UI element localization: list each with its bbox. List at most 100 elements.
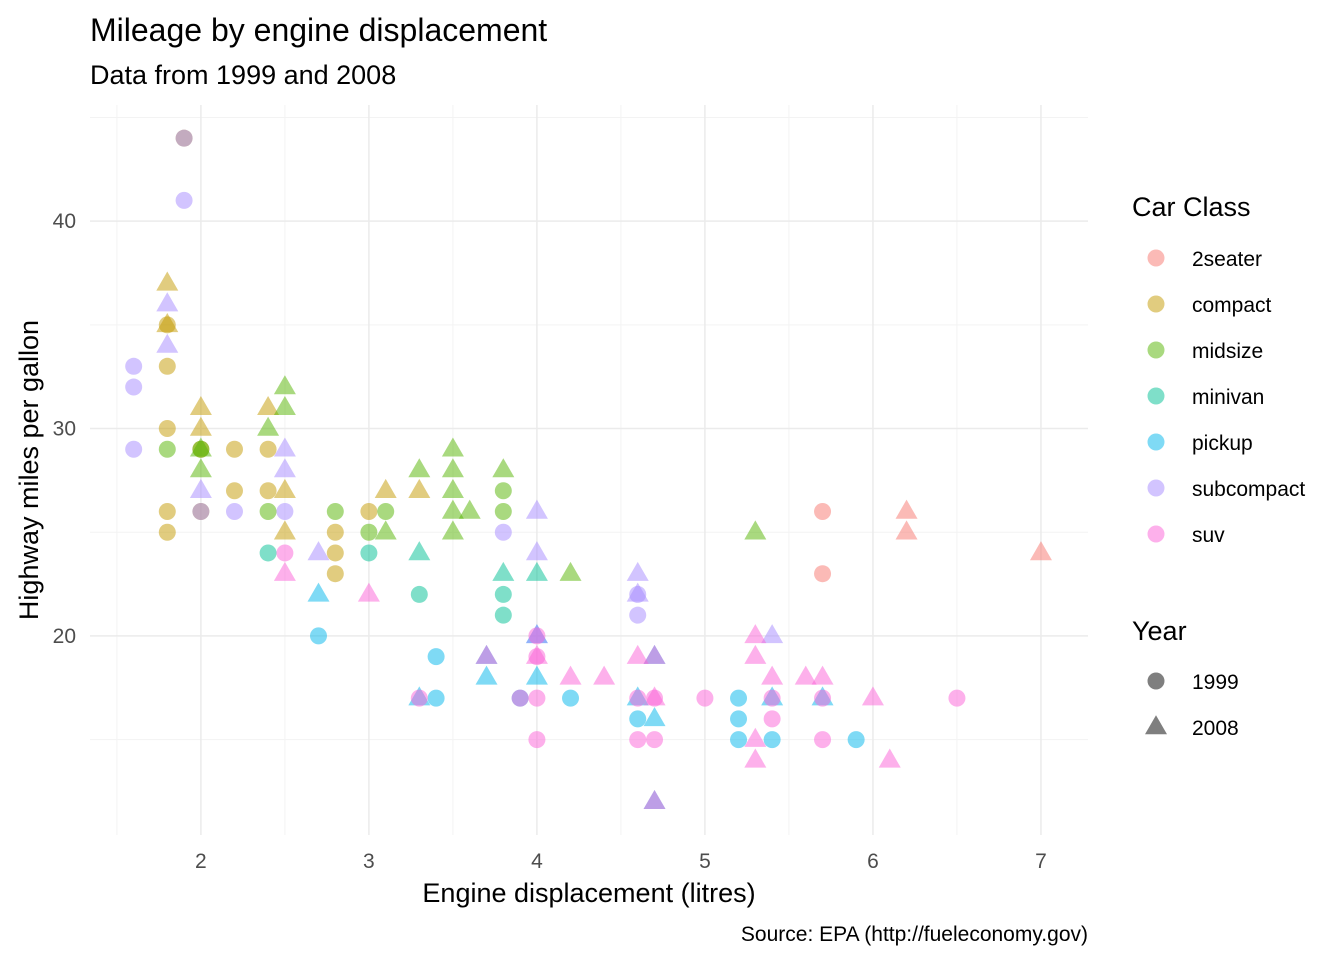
point-compact-1999 [158,523,176,541]
legend-label: minivan [1192,386,1264,409]
legend-circle-icon [1147,672,1165,690]
point-suv-1999 [528,689,546,707]
point-suv-1999 [763,689,781,707]
point-subcompact-2008 [273,458,296,478]
point-pickup-2008 [525,665,548,685]
shape-legend: Year 1999 2008 [1132,616,1239,740]
point-compact-1999 [326,523,344,541]
point-suv-1999 [646,731,664,749]
x-tick-label: 7 [1035,850,1047,873]
point-minivan-1999 [494,606,512,624]
legend-label: 2seater [1192,248,1262,271]
point-suv-1999 [528,731,546,749]
color-legend: Car Class 2seater compact midsize minivan pi… [1132,192,1305,547]
x-tick-label: 4 [531,850,543,873]
point-suv-1999 [629,731,647,749]
point-suv-2008 [559,665,582,685]
legend-label: 1999 [1192,671,1239,694]
point-compact-1999 [158,357,176,375]
point-subcompact-1999 [629,606,647,624]
point-pickup-1999 [309,627,327,645]
legend-key-circle-icon [1147,341,1165,359]
point-pickup-2008 [307,582,330,602]
point-minivan-2008 [408,541,431,561]
point-suv-1999 [696,689,714,707]
point-compact-1999 [225,440,243,458]
point-suv-2008 [273,561,296,581]
legend-label: pickup [1192,432,1253,455]
x-tick-label: 6 [867,850,879,873]
point-midsize-2008 [559,561,582,581]
point-midsize-2008 [441,520,464,540]
point-midsize-1999 [377,502,395,520]
legend-item-suv: suv [1147,524,1225,547]
point-midsize-2008 [492,458,515,478]
point-suv-2008 [643,790,666,810]
point-subcompact-1999 [175,129,193,147]
point-suv-1999 [629,689,647,707]
point-midsize-2008 [441,478,464,498]
point-compact-1999 [259,440,277,458]
point-minivan-2008 [492,561,515,581]
point-subcompact-2008 [273,437,296,457]
point-compact-1999 [158,420,176,438]
point-compact-1999 [158,502,176,520]
chart-subtitle: Data from 1999 and 2008 [90,60,396,90]
x-axis-title: Engine displacement (litres) [422,878,755,908]
point-midsize-1999 [494,482,512,500]
point-suv-1999 [528,627,546,645]
point-subcompact-2008 [626,561,649,581]
legend-item-pickup: pickup [1147,432,1253,455]
point-midsize-2008 [441,458,464,478]
point-midsize-1999 [494,502,512,520]
point-subcompact-2008 [525,541,548,561]
point-midsize-2008 [189,458,212,478]
point-compact-2008 [156,313,179,333]
point-compact-2008 [156,271,179,291]
point-pickup-1999 [629,710,647,728]
point-compact-1999 [326,544,344,562]
point-midsize-1999 [326,502,344,520]
point-suv-1999 [814,689,832,707]
point-subcompact-1999 [225,502,243,520]
point-pickup-1999 [730,710,748,728]
point-subcompact-2008 [307,541,330,561]
x-tick-label: 5 [699,850,711,873]
legend-label: subcompact [1192,478,1305,501]
point-subcompact-1999 [192,502,210,520]
point-suv-2008 [593,665,616,685]
point-compact-2008 [408,478,431,498]
legend-key-circle-icon [1147,387,1165,405]
point-midsize-2008 [374,520,397,540]
point-midsize-2008 [273,395,296,416]
legend-item-2008: 2008 [1145,715,1239,740]
point-suv-1999 [410,689,428,707]
point-minivan-1999 [410,585,428,603]
point-minivan-2008 [525,561,548,581]
point-subcompact-1999 [125,378,143,396]
point-2seater-2008 [1029,541,1052,561]
point-suv-2008 [475,644,498,664]
point-suv-1999 [948,689,966,707]
point-midsize-2008 [441,437,464,457]
point-pickup-1999 [427,648,445,666]
legend-key-circle-icon [1147,249,1165,267]
point-2seater-2008 [895,499,918,519]
point-suv-2008 [761,665,784,685]
y-axis-ticks: 20 30 40 [53,210,76,648]
point-midsize-1999 [158,440,176,458]
point-subcompact-2008 [761,624,784,644]
point-minivan-1999 [259,544,277,562]
point-suv-2008 [744,727,767,747]
point-midsize-2008 [257,416,280,436]
legend-label: 2008 [1192,717,1239,740]
point-midsize-2008 [408,458,431,478]
y-tick-label: 30 [53,418,76,441]
point-suv-2008 [811,665,834,685]
point-pickup-1999 [730,689,748,707]
point-midsize-1999 [360,523,378,541]
point-2seater-2008 [895,520,918,540]
legend-label: compact [1192,294,1272,317]
x-axis-ticks: 2 3 4 5 6 7 [195,850,1047,873]
